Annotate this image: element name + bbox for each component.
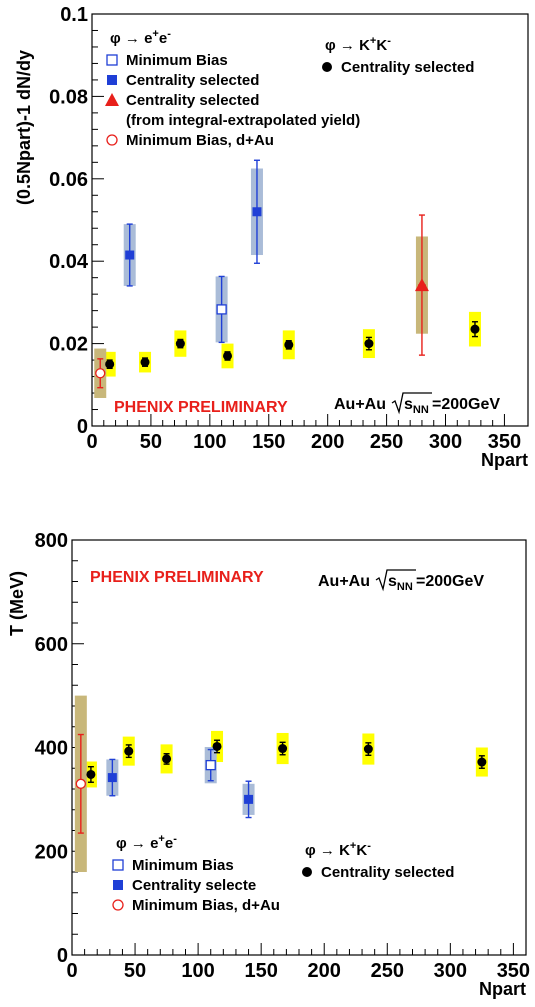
x-tick-label: 300 [429,431,462,453]
legend-ee-header: φ → e+e- [116,833,177,852]
y-tick-label: 200 [35,841,68,863]
legend-marker [302,867,312,877]
x-axis-title: Npart [481,450,528,470]
x-tick-label: 350 [488,431,521,453]
legend-entry: Minimum Bias [132,857,234,874]
data-point [212,741,222,751]
x-tick-label: 0 [86,431,97,453]
data-point [363,744,373,754]
legend-marker [106,134,118,146]
data-point [205,759,216,771]
x-tick-label: 50 [124,960,146,982]
x-tick-label: 200 [308,960,341,982]
data-point [477,757,487,767]
data-point [414,278,429,292]
sqrt-symbol [375,569,416,592]
legend-kk-header: φ → K+K- [325,35,391,54]
legend-marker [107,75,117,85]
y-tick-label: 0.04 [49,251,89,273]
x-tick-label: 100 [181,960,214,982]
legend-entry: Centrality selected [321,864,454,881]
y-tick-label: 0 [77,416,88,438]
y-axis-title: (0.5Npart)-1 dN/dy [14,50,34,205]
legend-marker [106,54,118,66]
data-point [107,773,117,783]
legend-marker [112,859,124,871]
energy-variable: sNN [388,573,413,593]
x-tick-label: 350 [497,960,530,982]
legend-marker [322,62,332,72]
data-point [162,754,172,764]
data-point [284,340,294,350]
energy-value: =200GeV [416,573,484,590]
y-tick-label: 0 [57,945,68,967]
plot-frame [91,13,529,427]
legend-marker [112,899,124,911]
data-point [86,769,96,779]
preliminary-label: PHENIX PRELIMINARY [114,399,288,416]
x-tick-label: 100 [193,431,226,453]
legend-entry: Minimum Bias [126,52,228,69]
chart-temperature: 0 50 100 150 200 250 300 350 0 200 400 600 800 Npart T… [7,530,530,999]
legend-entry: Centrality selecte [132,877,256,894]
data-point [75,778,86,789]
data-point [140,357,150,367]
x-tick-label: 50 [140,431,162,453]
data-point [175,339,185,349]
data-point [252,207,262,217]
y-tick-label: 0.1 [60,4,88,26]
x-tick-label: 300 [434,960,467,982]
y-tick-label: 0.08 [49,86,88,108]
x-tick-label: 250 [370,431,403,453]
preliminary-label: PHENIX PRELIMINARY [90,569,264,586]
x-tick-label: 0 [66,960,77,982]
legend-entry: Centrality selected [126,72,259,89]
collision-system-label: Au+Au [334,396,386,413]
y-tick-label: 400 [35,738,68,760]
x-axis-title: Npart [479,979,526,999]
data-point [95,368,106,379]
sqrt-symbol [391,392,432,415]
legend-entry: Centrality selected [341,59,474,76]
data-point [124,746,134,756]
data-point [223,351,233,361]
y-tick-label: 0.06 [49,169,88,191]
y-tick-label: 0.02 [49,334,88,356]
y-axis-title: T (MeV) [7,571,27,636]
data-point [364,339,374,349]
legend-entry: Centrality selected [126,92,259,109]
legend-kk-header: φ → K+K- [305,840,371,859]
x-tick-label: 150 [252,431,285,453]
y-tick-label: 600 [35,634,68,656]
data-point [244,794,254,804]
y-tick-label: 800 [35,530,68,552]
collision-system-label: Au+Au [318,573,370,590]
x-tick-label: 150 [244,960,277,982]
data-point [105,359,115,369]
x-tick-label: 200 [311,431,344,453]
data-point [125,250,135,260]
data-point [278,744,288,754]
legend-marker [105,93,119,106]
chart-yield: 0 50 100 150 200 250 300 350 0 0.02 0.04 0.06 0.08 0.… [14,4,529,470]
legend-entry: Minimum Bias, d+Au [132,897,280,914]
legend-entry-note: (from integral-extrapolated yield) [126,112,360,129]
x-tick-label: 250 [371,960,404,982]
legend-ee-header: φ → e+e- [110,28,171,47]
data-point [470,324,480,334]
energy-variable: sNN [404,396,429,416]
legend-entry: Minimum Bias, d+Au [126,132,274,149]
energy-value: =200GeV [432,396,500,413]
legend-marker [113,880,123,890]
data-point [216,304,227,315]
